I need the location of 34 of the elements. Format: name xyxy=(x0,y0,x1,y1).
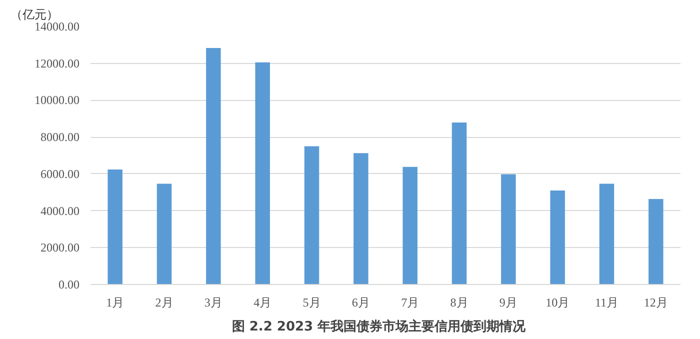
bar xyxy=(156,184,172,284)
x-tick-label: 7月 xyxy=(401,296,420,310)
x-tick-label: 12月 xyxy=(644,296,668,310)
x-tick-label: 1月 xyxy=(106,296,124,310)
x-tick-label: 11月 xyxy=(594,296,619,310)
bar xyxy=(599,184,614,284)
x-tick-label: 10月 xyxy=(546,296,570,310)
bar xyxy=(354,153,368,284)
bar xyxy=(108,170,122,284)
y-tick-label: 6000.00 xyxy=(40,166,80,181)
x-tick-label: 6月 xyxy=(352,296,370,310)
y-tick-label: 4000.00 xyxy=(40,204,80,218)
bar xyxy=(255,62,270,284)
text: 图 2.2 2023 年我国债券市场主要信用债到期情况 xyxy=(232,318,527,334)
bar xyxy=(550,190,565,284)
bar xyxy=(304,146,320,284)
x-tick-label: 8月 xyxy=(450,296,468,310)
y-tick-label: 2000.00 xyxy=(40,240,80,255)
x-tick-label: 3月 xyxy=(204,296,222,310)
y-axis-title: （亿元） xyxy=(10,8,58,22)
bar xyxy=(452,122,467,284)
y-tick-label: 0.00 xyxy=(58,278,80,292)
x-tick-label: 5月 xyxy=(302,296,321,310)
x-tick-label: 9月 xyxy=(499,296,518,310)
y-tick-label: 12000.00 xyxy=(34,56,80,70)
x-tick-label: 2月 xyxy=(155,296,174,310)
bar xyxy=(648,198,664,284)
bar xyxy=(402,166,418,284)
y-tick-label: 14000.00 xyxy=(34,20,80,34)
y-tick-label: 8000.00 xyxy=(40,130,80,144)
bar xyxy=(206,48,221,284)
x-tick-label: 4月 xyxy=(254,296,272,310)
bar xyxy=(501,174,516,284)
y-tick-label: 10000.00 xyxy=(34,93,80,108)
